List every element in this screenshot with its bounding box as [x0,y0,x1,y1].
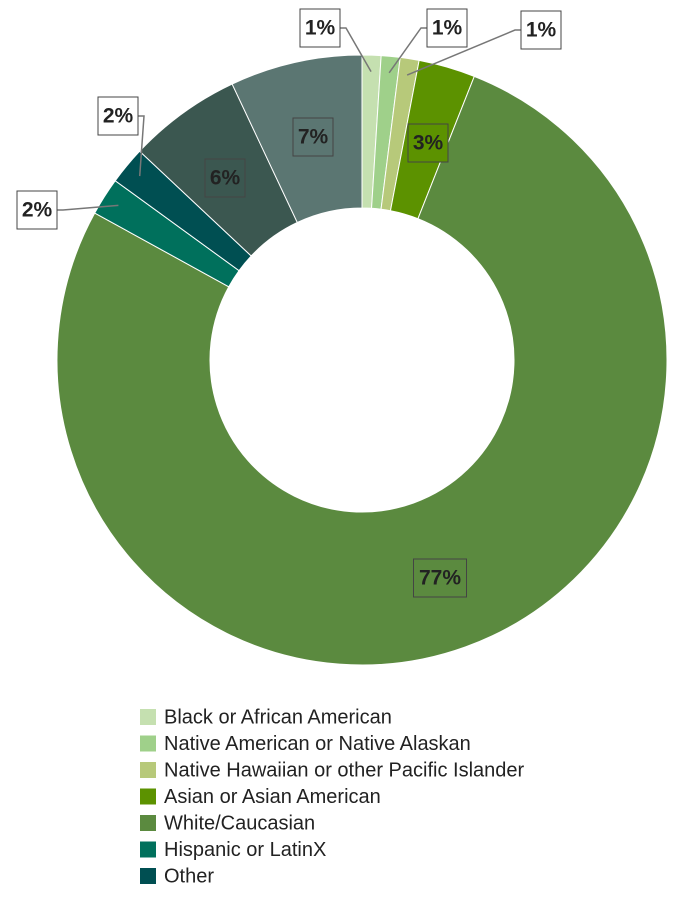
legend-label: White/Caucasian [164,812,315,834]
data-label: 2% [22,199,53,222]
legend-label: Hispanic or LatinX [164,839,326,861]
slice [56,75,668,666]
label-box [292,117,334,157]
legend-label: Native American or Native Alaskan [164,733,471,755]
label-box [16,190,58,230]
data-label: 1% [526,19,557,42]
label-box [520,10,562,50]
data-label: 7% [298,126,329,149]
legend-swatch [140,815,156,831]
legend-label: Native Hawaiian or other Pacific Islande… [164,759,525,781]
label-box [299,8,341,48]
data-label: 1% [305,17,336,40]
data-label: 2% [103,105,134,128]
legend-label: Asian or Asian American [164,786,381,808]
label-box [407,123,449,163]
data-label: 77% [419,567,461,590]
label-box [426,8,468,48]
legend-swatch [140,788,156,805]
legend-swatch [140,709,156,725]
legend-label: Other [164,865,214,887]
data-label: 3% [413,132,444,155]
data-label: 6% [210,167,241,190]
data-label: 1% [432,17,463,40]
label-box [97,96,139,136]
legend-swatch [140,868,156,884]
label-box [413,558,467,598]
legend-swatch [140,735,156,752]
legend-swatch [140,762,156,778]
legend-swatch [140,841,156,858]
label-box [204,158,246,198]
legend-label: Black or African American [164,706,392,728]
